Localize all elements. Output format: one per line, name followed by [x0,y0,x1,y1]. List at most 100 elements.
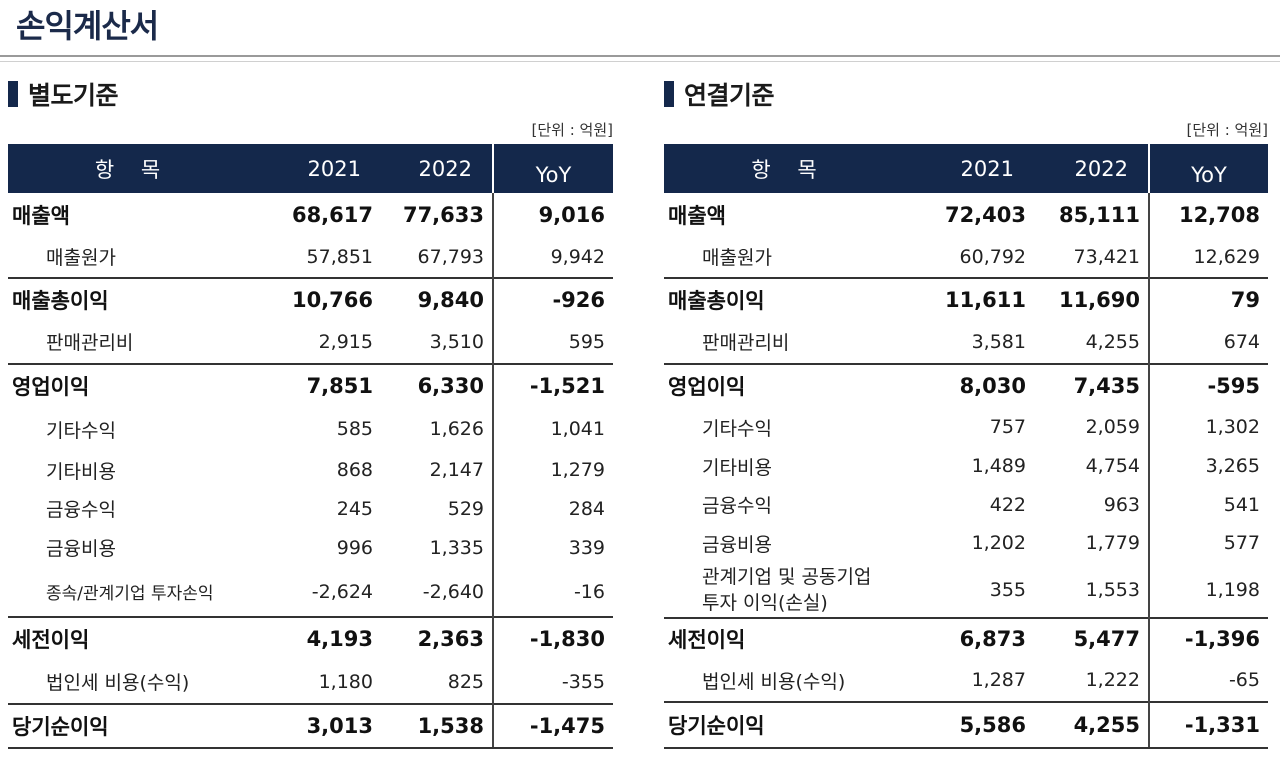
value-2021: 355 [989,578,1026,601]
value-2021: 4,193 [257,616,381,660]
page-title: 손익계산서 [16,7,159,45]
row-label: 매출총이익 [8,277,257,320]
value-2022: 1,553 [1085,578,1140,601]
value-2021: 10,766 [257,277,381,320]
row-label: 세전이익 [664,617,914,659]
value-yoy: -1,830 [492,616,613,660]
row-label: 당기순이익 [664,701,914,749]
value-2021: 60,792 [959,245,1026,268]
table-row: 기타수익 585 1,626 1,041 [8,407,613,451]
consolidated-header: 연결기준 [664,72,1268,116]
value-2021: 11,611 [914,277,1034,320]
table-row: 기타비용 868 2,147 1,279 [8,451,613,489]
value-yoy: -1,331 [1148,701,1268,749]
value-2022: 1,779 [1085,532,1140,554]
row-label-line1: 관계기업 및 공동기업 [702,565,872,588]
value-2021: 7,851 [257,363,381,407]
row-label: 금융수익 [46,499,116,521]
table-row: 매출총이익 10,766 9,840 -926 [8,277,613,320]
table-row: 판매관리비 3,581 4,255 674 [664,320,1268,364]
section-marker-icon [8,81,18,107]
table-row: 당기순이익 3,013 1,538 -1,475 [8,703,613,749]
table-row: 당기순이익 5,586 4,255 -1,331 [664,701,1268,749]
value-yoy: 595 [492,320,613,364]
table-row: 법인세 비용(수익) 1,287 1,222 -65 [664,659,1268,702]
value-2021: 3,581 [971,330,1026,353]
standalone-table: 항 목 2021 2022 YoY 매출액 68,617 77,633 9,01… [8,144,613,749]
header-yoy: YoY [492,144,613,193]
row-label: 기타수익 [702,417,772,440]
value-2021: 757 [989,416,1026,438]
value-2022: 1,222 [1085,669,1140,691]
table-row: 판매관리비 2,915 3,510 595 [8,320,613,364]
value-2021: 245 [336,497,373,520]
value-yoy: 1,279 [492,451,613,489]
value-yoy: -1,521 [492,363,613,407]
row-label: 매출원가 [702,247,772,269]
row-label: 판매관리비 [702,332,790,354]
value-2021: 5,586 [914,701,1034,749]
value-2021: 3,013 [257,703,381,749]
row-label: 종속/관계기업 투자손익 [46,584,214,604]
value-yoy: 674 [1148,320,1268,364]
table-header-row: 항 목 2021 2022 YoY [8,144,613,193]
value-yoy: 3,265 [1148,447,1268,485]
unit-label: [단위 : 억원] [531,121,614,139]
value-2022: 9,840 [381,277,493,320]
row-label: 기타수익 [46,419,116,442]
value-2021: 68,617 [291,202,373,227]
value-2022: 529 [447,497,484,520]
table-header-row: 항 목 2021 2022 YoY [664,144,1268,193]
row-label: 당기순이익 [8,703,257,749]
table-row: 영업이익 7,851 6,330 -1,521 [8,363,613,407]
value-yoy: 12,629 [1148,236,1268,278]
row-label: 법인세 비용(수익) [702,670,846,693]
value-2022: 825 [447,670,484,693]
unit-label: [단위 : 억원] [1186,121,1269,139]
value-2022: 73,421 [1073,245,1140,268]
value-yoy: 1,198 [1148,562,1268,618]
table-row: 관계기업 및 공동기업 투자 이익(손실) 355 1,553 1,198 [664,562,1268,618]
value-yoy: 9,942 [492,236,613,278]
value-2022: 7,435 [1034,363,1149,407]
row-label: 매출액 [12,203,70,228]
value-2021: 1,180 [318,670,373,693]
value-yoy: -16 [492,567,613,617]
value-2022: 85,111 [1058,202,1140,227]
value-2022: 2,059 [1085,416,1140,438]
row-label: 금융수익 [702,495,772,517]
table-row: 기타수익 757 2,059 1,302 [664,407,1268,447]
value-2022: 1,538 [381,703,493,749]
table-row: 영업이익 8,030 7,435 -595 [664,363,1268,407]
row-label: 금융비용 [46,538,116,560]
row-label-line2: 투자 이익(손실) [702,591,828,614]
value-2021: 8,030 [914,363,1034,407]
table-row: 매출원가 60,792 73,421 12,629 [664,236,1268,278]
table-row: 금융수익 245 529 284 [8,489,613,528]
value-yoy: 79 [1148,277,1268,320]
value-yoy: 1,041 [492,407,613,451]
title-divider [0,55,1280,57]
value-2021: 6,873 [914,617,1034,659]
header-2022: 2022 [1034,144,1149,193]
value-2022: 1,626 [429,418,484,440]
value-yoy: -595 [1148,363,1268,407]
table-row: 금융비용 1,202 1,779 577 [664,524,1268,562]
row-label: 기타비용 [702,456,772,479]
value-2021: 1,287 [971,669,1026,691]
consolidated-table: 항 목 2021 2022 YoY 매출액 72,403 85,111 12,7… [664,144,1268,749]
value-yoy: 284 [492,489,613,528]
value-2022: 3,510 [429,330,484,353]
row-label: 세전이익 [8,616,257,660]
value-2021: 996 [336,536,373,559]
value-2022: 4,255 [1085,330,1140,353]
row-label: 법인세 비용(수익) [46,672,190,694]
row-label: 매출총이익 [664,277,914,320]
table-row: 세전이익 4,193 2,363 -1,830 [8,616,613,660]
value-2022: 4,255 [1034,701,1149,749]
row-label: 영업이익 [8,363,257,407]
section-title: 별도기준 [28,81,119,110]
value-2022: 2,363 [381,616,493,660]
table-row: 법인세 비용(수익) 1,180 825 -355 [8,660,613,704]
value-yoy: 339 [492,528,613,567]
